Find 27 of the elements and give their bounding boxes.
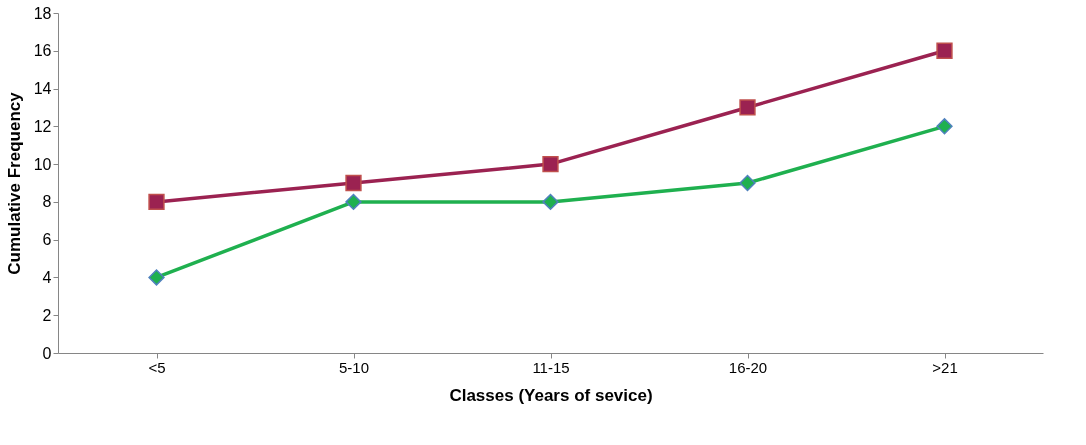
point: [739, 99, 756, 116]
point: [936, 118, 953, 135]
point: [542, 193, 559, 211]
x-tick-label: 5-10: [338, 358, 370, 376]
y-tick-label: 14: [33, 80, 52, 98]
y-tick-label: 10: [33, 155, 52, 173]
point: [936, 42, 953, 59]
point: [148, 193, 165, 211]
y-tick-label: 2: [42, 306, 52, 324]
x-tick-label: <5: [148, 358, 166, 376]
y-tick-label: 16: [33, 42, 52, 60]
point: [542, 155, 559, 173]
point: [345, 193, 362, 211]
y-tick-label: 8: [42, 193, 52, 211]
point: [739, 174, 756, 192]
x-axis-title: Classes (Years of sevice): [449, 385, 653, 405]
y-tick-label: 6: [42, 231, 52, 249]
point: [148, 269, 165, 286]
x-tick-label: 11-15: [532, 358, 570, 376]
y-axis-title: Cumulative Frequency: [4, 91, 24, 275]
point: [345, 174, 362, 192]
y-tick-label: 4: [42, 268, 52, 286]
x-tick-label: >21: [932, 358, 958, 376]
x-tick-label: 16-20: [728, 358, 768, 376]
y-tick-label: 18: [33, 4, 52, 22]
y-tick-label: 0: [42, 344, 52, 362]
y-tick-label: 12: [33, 117, 52, 135]
